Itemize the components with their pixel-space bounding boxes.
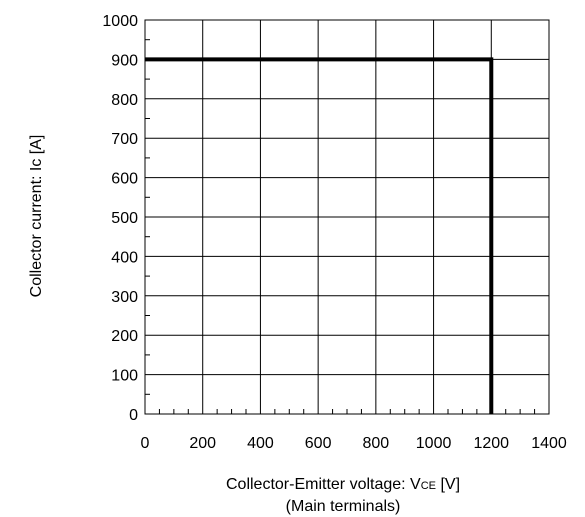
y-tick-label: 300 — [111, 289, 138, 306]
series-line — [145, 57, 494, 414]
y-tick-label: 100 — [111, 368, 138, 385]
x-tick-label: 1400 — [531, 435, 567, 452]
x-tick-label: 1000 — [416, 435, 452, 452]
x-tick-label: 0 — [141, 435, 150, 452]
minor-ticks — [145, 39, 536, 414]
x-axis-title-note: (Main terminals) — [286, 498, 401, 515]
y-tick-label: 500 — [111, 210, 138, 227]
y-tick-label: 1000 — [102, 13, 138, 30]
y-tick-labels: 0 100 200 300 400 500 600 700 800 900 1000 — [102, 13, 138, 424]
series-layer — [145, 57, 494, 414]
grid-lines — [145, 20, 549, 414]
x-axis-title-unit: [V] — [436, 476, 460, 493]
x-tick-labels: 0 200 400 600 800 1000 1200 1400 — [141, 435, 567, 452]
y-tick-label: 800 — [111, 92, 138, 109]
x-axis-title-subscript: CE — [421, 480, 436, 492]
x-tick-label: 1200 — [473, 435, 509, 452]
x-tick-label: 400 — [247, 435, 274, 452]
y-tick-label: 900 — [111, 52, 138, 69]
y-tick-label: 400 — [111, 249, 138, 266]
x-axis-title-main: Collector-Emitter voltage: V — [226, 476, 421, 493]
x-tick-label: 600 — [305, 435, 332, 452]
y-tick-label: 0 — [129, 407, 138, 424]
x-tick-label: 800 — [363, 435, 390, 452]
y-tick-label: 200 — [111, 328, 138, 345]
x-axis-title: Collector-Emitter voltage: VCE [V] — [226, 476, 460, 493]
y-tick-label: 700 — [111, 131, 138, 148]
y-axis-title: Collector current: Ic [A] — [28, 135, 45, 298]
plot-frame — [144, 19, 550, 415]
y-tick-label: 600 — [111, 171, 138, 188]
x-tick-label: 200 — [189, 435, 216, 452]
